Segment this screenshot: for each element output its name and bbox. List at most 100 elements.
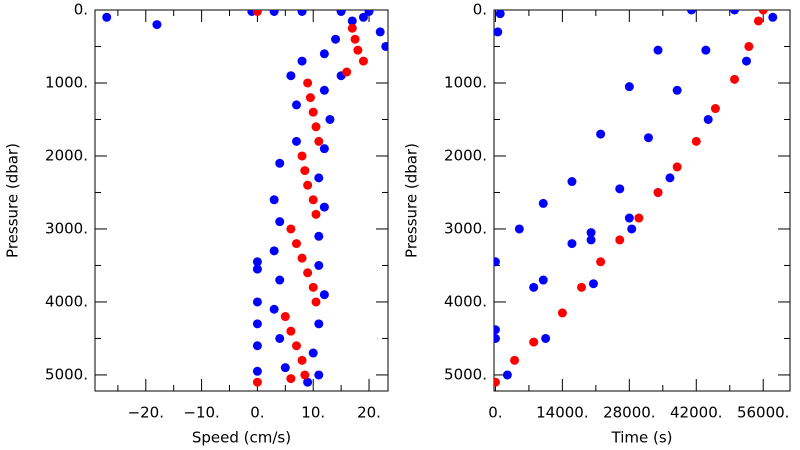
x-tick-label: 14000. bbox=[536, 404, 589, 422]
plot-frame bbox=[493, 9, 791, 392]
data-point bbox=[275, 333, 285, 343]
x-tick-label: 56000. bbox=[737, 404, 790, 422]
data-point bbox=[252, 319, 262, 329]
data-point bbox=[730, 74, 740, 84]
data-point bbox=[350, 34, 360, 44]
data-point bbox=[275, 217, 285, 227]
data-point bbox=[730, 10, 740, 15]
plot-frame bbox=[94, 9, 389, 392]
data-point bbox=[325, 114, 335, 124]
data-point bbox=[303, 377, 313, 387]
data-point bbox=[541, 333, 551, 343]
data-point bbox=[347, 16, 357, 26]
x-tick-label: 42000. bbox=[670, 404, 723, 422]
data-point bbox=[643, 133, 653, 143]
data-point bbox=[303, 78, 313, 88]
x-tick-label: −10. bbox=[183, 404, 219, 422]
data-point bbox=[252, 377, 262, 387]
data-point bbox=[624, 213, 634, 223]
data-point bbox=[319, 202, 329, 212]
data-point bbox=[297, 151, 307, 161]
data-point bbox=[577, 282, 587, 292]
y-tick-label: 5000. bbox=[45, 365, 88, 383]
data-point bbox=[336, 10, 346, 16]
data-point bbox=[297, 56, 307, 66]
data-point bbox=[286, 326, 296, 336]
y-axis-label: Pressure (dbar) bbox=[403, 143, 421, 258]
data-point bbox=[300, 370, 310, 380]
data-point bbox=[314, 260, 324, 270]
y-tick-label: 2000. bbox=[45, 146, 88, 164]
data-point bbox=[529, 282, 539, 292]
y-tick-label: 3000. bbox=[45, 219, 88, 237]
data-point bbox=[538, 275, 548, 285]
data-point bbox=[502, 370, 512, 380]
y-tick-label: 5000. bbox=[444, 365, 487, 383]
x-tick-label: 0. bbox=[250, 404, 264, 422]
data-point bbox=[152, 20, 162, 30]
data-point bbox=[305, 93, 315, 103]
data-point bbox=[596, 257, 606, 267]
data-point bbox=[319, 290, 329, 300]
data-point bbox=[275, 158, 285, 168]
data-point bbox=[588, 279, 598, 289]
data-point bbox=[252, 257, 262, 267]
data-point bbox=[297, 355, 307, 365]
data-point bbox=[342, 67, 352, 77]
data-point bbox=[311, 122, 321, 132]
y-tick-label: 4000. bbox=[444, 292, 487, 310]
data-point bbox=[347, 23, 357, 33]
data-point bbox=[311, 297, 321, 307]
data-point bbox=[291, 341, 301, 351]
data-point bbox=[314, 136, 324, 146]
x-tick-label: 10. bbox=[301, 404, 325, 422]
data-point bbox=[495, 10, 505, 19]
data-point bbox=[596, 129, 606, 139]
data-point bbox=[291, 100, 301, 110]
data-point bbox=[538, 198, 548, 208]
data-point bbox=[353, 45, 363, 55]
data-point bbox=[314, 319, 324, 329]
data-point bbox=[252, 10, 262, 16]
data-point bbox=[494, 377, 500, 387]
data-point bbox=[753, 16, 763, 26]
data-point bbox=[286, 224, 296, 234]
data-point bbox=[768, 12, 778, 22]
data-point bbox=[269, 304, 279, 314]
data-point bbox=[286, 374, 296, 384]
data-point bbox=[291, 136, 301, 146]
y-tick-label: 1000. bbox=[45, 73, 88, 91]
data-point bbox=[494, 27, 503, 37]
y-tick-label: 4000. bbox=[45, 292, 88, 310]
data-point bbox=[252, 264, 262, 274]
data-point bbox=[319, 49, 329, 59]
data-point bbox=[286, 71, 296, 81]
data-point bbox=[627, 224, 637, 234]
data-point bbox=[308, 282, 318, 292]
data-point bbox=[514, 224, 524, 234]
data-point bbox=[586, 228, 596, 238]
data-point bbox=[102, 12, 112, 22]
data-point bbox=[314, 370, 324, 380]
data-point bbox=[275, 275, 285, 285]
data-point bbox=[300, 166, 310, 176]
data-point bbox=[710, 104, 720, 114]
data-point bbox=[311, 209, 321, 219]
data-point bbox=[758, 10, 768, 15]
data-point bbox=[319, 144, 329, 154]
data-point bbox=[308, 195, 318, 205]
data-point bbox=[494, 333, 500, 343]
x-axis-label: Time (s) bbox=[611, 429, 673, 447]
data-point bbox=[744, 41, 754, 51]
data-point bbox=[615, 184, 625, 194]
data-point bbox=[303, 180, 313, 190]
data-point bbox=[672, 162, 682, 172]
data-point bbox=[494, 257, 500, 267]
x-tick-label: 0. bbox=[488, 404, 502, 422]
y-tick-label: 0. bbox=[74, 1, 88, 19]
data-point bbox=[269, 246, 279, 256]
data-point bbox=[314, 173, 324, 183]
data-point bbox=[615, 235, 625, 245]
data-point bbox=[703, 114, 713, 124]
